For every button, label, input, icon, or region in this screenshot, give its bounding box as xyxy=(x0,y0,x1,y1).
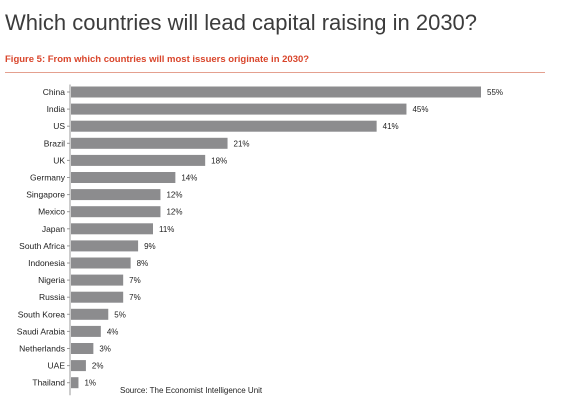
bar xyxy=(71,377,79,389)
category-label: India xyxy=(47,104,66,114)
value-label: 3% xyxy=(99,345,111,354)
category-label: Thailand xyxy=(32,378,65,388)
value-label: 4% xyxy=(107,327,119,336)
value-label: 8% xyxy=(137,259,149,268)
value-label: 18% xyxy=(211,156,227,165)
bar xyxy=(71,308,109,320)
bar xyxy=(71,240,139,252)
category-label: China xyxy=(43,87,65,97)
source-note: Source: The Economist Intelligence Unit xyxy=(120,386,263,395)
category-label: UAE xyxy=(48,361,66,371)
category-label: Japan xyxy=(42,224,65,234)
bar xyxy=(71,103,407,115)
value-label: 45% xyxy=(412,105,428,114)
value-label: 12% xyxy=(166,191,182,200)
bar xyxy=(71,360,86,372)
value-label: 7% xyxy=(129,293,141,302)
category-label: US xyxy=(53,121,65,131)
figure-caption: Figure 5: From which countries will most… xyxy=(5,54,310,65)
bar xyxy=(71,206,161,218)
value-label: 1% xyxy=(84,379,96,388)
bar xyxy=(71,189,161,201)
value-label: 21% xyxy=(234,139,250,148)
value-label: 12% xyxy=(166,208,182,217)
bar xyxy=(71,120,377,132)
value-label: 9% xyxy=(144,242,156,251)
category-label: South Africa xyxy=(19,241,65,251)
category-label: Indonesia xyxy=(28,258,65,268)
bar xyxy=(71,137,228,149)
value-label: 11% xyxy=(159,225,174,234)
bar xyxy=(71,325,101,337)
category-label: UK xyxy=(53,155,65,165)
value-label: 5% xyxy=(114,310,126,319)
bar xyxy=(71,172,176,183)
category-label: Nigeria xyxy=(38,275,65,285)
category-label: Brazil xyxy=(44,138,65,148)
category-label: Russia xyxy=(39,292,65,302)
category-label: Saudi Arabia xyxy=(17,326,65,336)
category-label: Singapore xyxy=(26,190,65,200)
value-label: 7% xyxy=(129,276,141,285)
bar xyxy=(71,86,481,98)
bar xyxy=(71,274,124,286)
category-label: Germany xyxy=(30,173,66,183)
value-label: 14% xyxy=(181,174,197,183)
page-title: Which countries will lead capital raisin… xyxy=(5,10,478,35)
category-label: Mexico xyxy=(38,207,65,217)
bar xyxy=(71,154,206,166)
category-label: South Korea xyxy=(18,309,66,319)
value-label: 55% xyxy=(487,88,503,97)
bar xyxy=(71,343,94,354)
value-label: 41% xyxy=(383,122,399,131)
caption-divider xyxy=(5,72,545,73)
category-label: Netherlands xyxy=(19,344,65,354)
bar xyxy=(71,291,124,303)
value-label: 2% xyxy=(92,362,104,371)
bar xyxy=(71,223,153,235)
bar xyxy=(71,257,131,269)
